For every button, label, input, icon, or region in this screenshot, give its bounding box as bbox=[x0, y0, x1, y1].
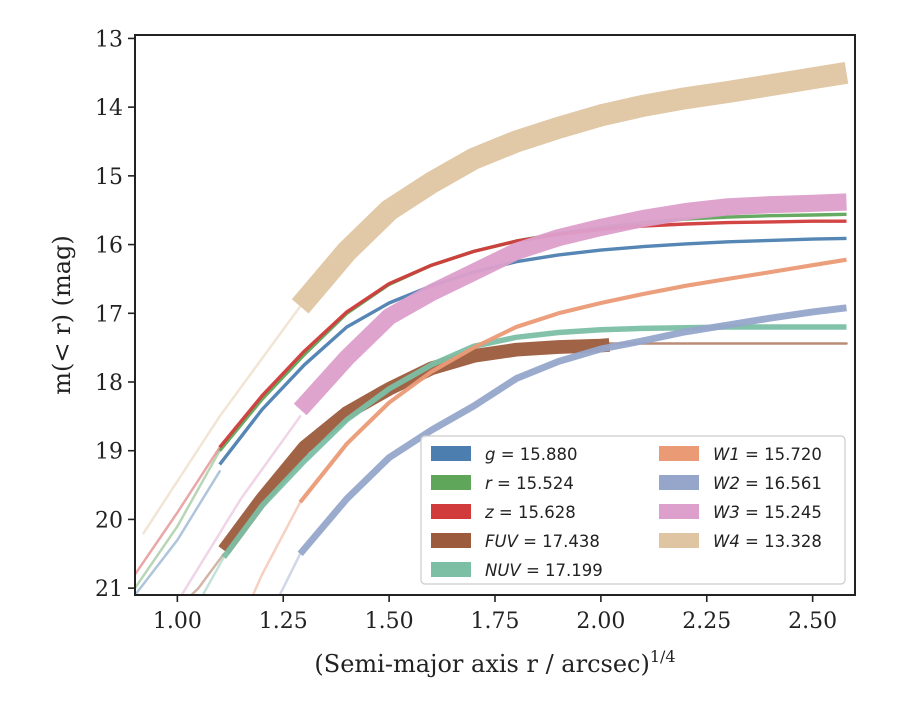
y-tick-label: 13 bbox=[95, 27, 123, 52]
x-tick-label: 2.25 bbox=[682, 609, 731, 634]
y-tick-label: 16 bbox=[95, 234, 123, 259]
series-band-layer bbox=[218, 61, 849, 559]
y-tick-label: 21 bbox=[95, 577, 123, 602]
legend-label-z: z = 15.628 bbox=[484, 503, 576, 522]
series-w3-faint-inner bbox=[180, 415, 302, 595]
x-tick-label: 2.50 bbox=[788, 609, 837, 634]
legend-swatch-w2 bbox=[659, 475, 699, 490]
series-nuv-band bbox=[221, 324, 847, 559]
legend-label-w3: W3 = 15.245 bbox=[713, 503, 822, 522]
legend-label-fuv: FUV = 17.438 bbox=[485, 532, 600, 551]
legend-swatch-w1 bbox=[659, 446, 699, 461]
y-tick-label: 19 bbox=[95, 440, 123, 465]
series-g-faint-inner bbox=[135, 470, 221, 595]
x-tick-label: 1.50 bbox=[365, 609, 414, 634]
legend-label-w4: W4 = 13.328 bbox=[713, 532, 822, 551]
y-tick-label: 20 bbox=[95, 508, 123, 533]
legend-box bbox=[420, 435, 846, 585]
legend-swatch-r bbox=[431, 475, 471, 490]
series-z-faint-inner bbox=[135, 446, 221, 576]
legend-swatch-w4 bbox=[659, 533, 699, 548]
legend-label-w1: W1 = 15.720 bbox=[713, 445, 822, 464]
y-tick-label: 15 bbox=[95, 165, 123, 190]
series-w1-faint-inner bbox=[251, 500, 302, 595]
legend-label-g: g = 15.880 bbox=[485, 445, 578, 464]
x-axis-label-superscript: 1/4 bbox=[650, 647, 676, 666]
legend-swatch-nuv bbox=[431, 562, 471, 577]
y-axis-label: m(< r) (mag) bbox=[48, 235, 76, 394]
axes-layer: 1.00 1.25 1.50 1.75 2.00 2.25 2.50 13 14 15 16 17 18… bbox=[95, 27, 856, 634]
legend-label-nuv: NUV = 17.199 bbox=[485, 561, 603, 580]
legend-swatch-z bbox=[431, 504, 471, 519]
series-r-faint-inner bbox=[135, 449, 221, 590]
series-g-band bbox=[218, 236, 847, 466]
y-tick-label: 17 bbox=[95, 302, 123, 327]
y-tick-label: 14 bbox=[95, 96, 123, 121]
series-nuv-faint-inner bbox=[201, 555, 226, 595]
x-tick-label: 1.00 bbox=[153, 609, 202, 634]
x-tick-label: 1.25 bbox=[259, 609, 308, 634]
legend-label-w2: W2 = 16.561 bbox=[713, 474, 822, 493]
series-w3-band bbox=[293, 193, 847, 416]
series-w4-band bbox=[291, 61, 849, 314]
x-axis-label-main: (Semi-major axis r / arcsec) bbox=[314, 650, 649, 678]
series-w1-band bbox=[298, 257, 847, 504]
x-axis-label: (Semi-major axis r / arcsec)1/4 bbox=[314, 647, 675, 678]
legend-swatch-w3 bbox=[659, 504, 699, 519]
x-tick-label: 1.75 bbox=[471, 609, 520, 634]
legend-swatch-g bbox=[431, 446, 471, 461]
y-tick-label: 18 bbox=[95, 371, 123, 396]
legend-swatch-fuv bbox=[431, 533, 471, 548]
series-fuv-faint-inner bbox=[189, 552, 226, 595]
x-tick-label: 2.00 bbox=[576, 609, 625, 634]
series-fuv-band bbox=[218, 338, 610, 555]
series-w2-faint-inner bbox=[278, 552, 302, 595]
series-w4-faint-inner bbox=[142, 305, 302, 535]
series-w2-band bbox=[297, 304, 847, 557]
legend: g = 15.880 r = 15.524 z = 15.628 FUV = 17.4… bbox=[420, 435, 846, 585]
legend-label-r: r = 15.524 bbox=[485, 474, 574, 493]
faint-extrapolation-layer bbox=[135, 305, 848, 595]
